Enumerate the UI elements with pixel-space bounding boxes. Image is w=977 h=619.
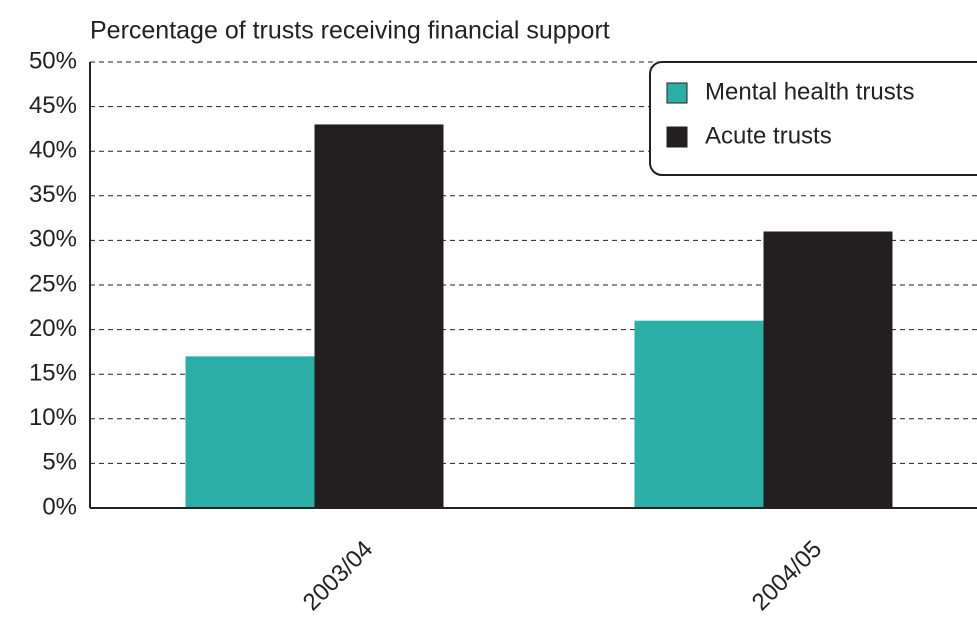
x-tick-label: 2003/04 [298, 536, 378, 616]
y-tick-label: 15% [29, 360, 77, 387]
legend-box [649, 61, 977, 176]
y-tick-label: 25% [29, 270, 77, 297]
legend-swatch [666, 82, 688, 104]
y-tick-label: 0% [42, 493, 77, 520]
bar [185, 356, 315, 508]
y-tick-label: 5% [42, 449, 77, 476]
bar [763, 231, 893, 509]
y-tick-label: 45% [29, 92, 77, 119]
legend-swatch [666, 126, 688, 148]
bar [634, 320, 764, 508]
x-tick-label: 2004/05 [747, 536, 827, 616]
legend-label: Acute trusts [705, 122, 832, 149]
y-tick-label: 50% [29, 47, 77, 74]
bar [314, 124, 444, 508]
y-tick-label: 10% [29, 404, 77, 431]
y-tick-label: 35% [29, 181, 77, 208]
legend-label: Mental health trusts [705, 78, 914, 105]
y-tick-label: 20% [29, 315, 77, 342]
y-tick-label: 30% [29, 226, 77, 253]
y-tick-label: 40% [29, 137, 77, 164]
chart-title: Percentage of trusts receiving financial… [90, 17, 610, 45]
